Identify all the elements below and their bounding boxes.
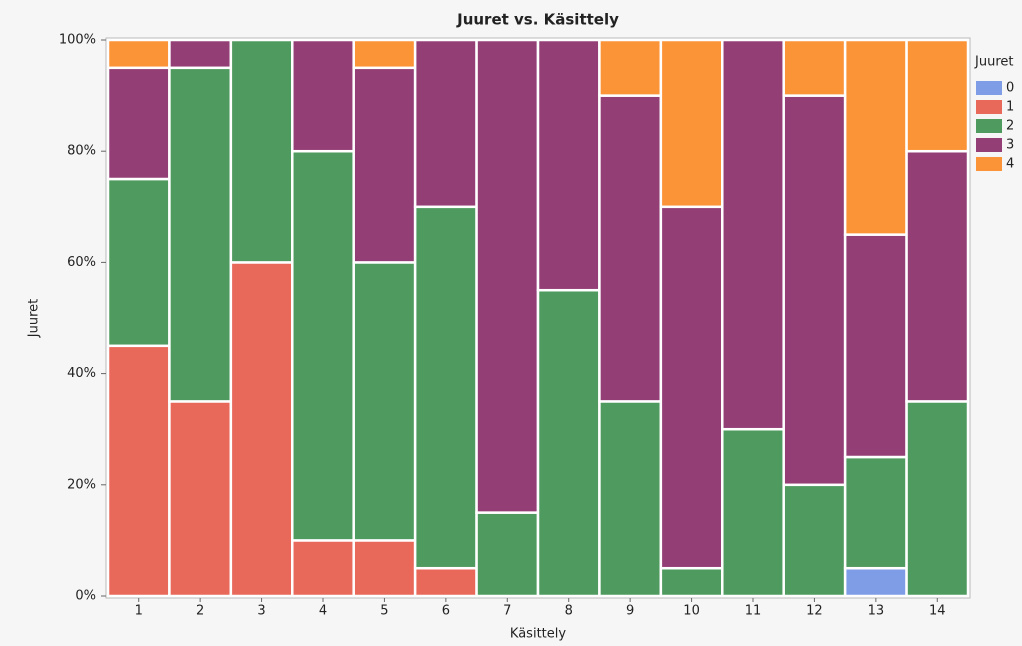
bar-segment: [229, 261, 294, 598]
x-tick-label: 9: [626, 604, 634, 619]
bar-segment: [536, 38, 601, 292]
legend-swatch: [976, 157, 1002, 171]
bar-segment: [291, 149, 355, 542]
bar-segment: [905, 149, 970, 403]
x-tick-label: 3: [257, 604, 265, 619]
bar-segment: [106, 38, 171, 70]
chart-title: Juuret vs. Käsittely: [456, 11, 619, 29]
y-tick-label: 60%: [67, 255, 96, 270]
y-tick-label: 40%: [67, 366, 96, 381]
legend-label: 1: [1006, 100, 1014, 115]
bar-segment: [598, 94, 663, 403]
bar-segment: [905, 400, 970, 598]
x-tick-label: 7: [503, 604, 511, 619]
bar-segment: [721, 427, 785, 598]
legend-label: 0: [1006, 81, 1014, 96]
x-axis-label: Käsittely: [510, 627, 566, 642]
legend-swatch: [976, 138, 1002, 152]
bar-segment: [843, 455, 908, 570]
bar-segment: [721, 38, 785, 431]
bar-segment: [475, 38, 540, 514]
bar-segment: [168, 400, 233, 598]
legend-label: 3: [1006, 138, 1014, 153]
bar-segment: [843, 566, 908, 598]
x-tick-label: 13: [868, 604, 885, 619]
legend-title: Juuret: [974, 55, 1013, 70]
x-tick-label: 14: [929, 604, 946, 619]
legend-swatch: [976, 119, 1002, 133]
bar-segment: [106, 344, 171, 598]
x-tick-label: 2: [196, 604, 204, 619]
x-tick-label: 11: [745, 604, 762, 619]
bar-segment: [352, 66, 417, 264]
bar-segment: [413, 205, 478, 570]
legend-label: 2: [1006, 119, 1014, 134]
bar-segment: [659, 205, 724, 570]
y-tick-label: 80%: [67, 144, 96, 159]
bar-segment: [352, 539, 417, 598]
y-tick-label: 20%: [67, 477, 96, 492]
bar-segment: [291, 38, 355, 153]
bar-segment: [229, 38, 294, 264]
bar-segment: [352, 38, 417, 70]
y-tick-label: 100%: [59, 33, 96, 48]
x-tick-label: 5: [380, 604, 388, 619]
bar-segment: [168, 66, 233, 403]
legend-label: 4: [1006, 157, 1014, 172]
bar-segment: [106, 177, 171, 348]
bar-segment: [413, 566, 478, 598]
bar-segment: [905, 38, 970, 153]
x-tick-label: 4: [319, 604, 327, 619]
bar-segment: [598, 38, 663, 97]
bar-segment: [782, 94, 847, 487]
bar-segment: [782, 483, 847, 598]
bar-segment: [843, 38, 908, 236]
bar-segment: [598, 400, 663, 598]
x-tick-label: 8: [565, 604, 573, 619]
bar-segment: [843, 233, 908, 459]
legend-swatch: [976, 100, 1002, 114]
bar-segment: [659, 566, 724, 598]
bar-segment: [168, 38, 233, 70]
x-tick-label: 12: [806, 604, 823, 619]
bar-segment: [352, 261, 417, 542]
bar-segment: [475, 511, 540, 598]
x-tick-label: 10: [683, 604, 700, 619]
x-tick-label: 6: [442, 604, 450, 619]
x-tick-label: 1: [135, 604, 143, 619]
bar-segment: [659, 38, 724, 209]
bar-segment: [413, 38, 478, 209]
y-tick-label: 0%: [75, 589, 96, 604]
bar-segment: [106, 66, 171, 181]
y-axis-label: Juuret: [27, 299, 42, 338]
bar-segment: [291, 539, 355, 598]
bar-segment: [536, 288, 601, 598]
bar-segment: [782, 38, 847, 97]
legend-swatch: [976, 81, 1002, 95]
